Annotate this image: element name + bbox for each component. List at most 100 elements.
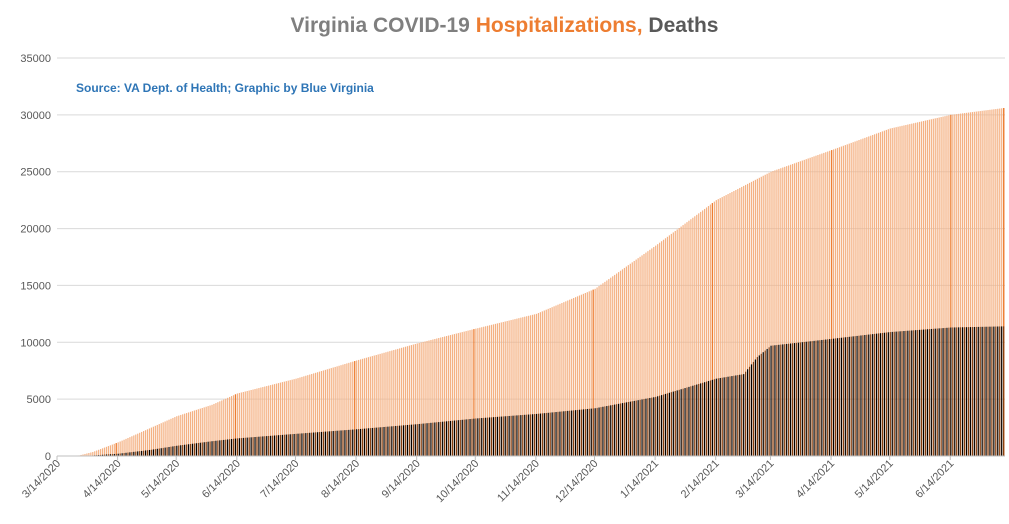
- deaths-bar: [817, 340, 819, 456]
- deaths-bar: [275, 435, 278, 456]
- deaths-bar: [455, 420, 457, 456]
- deaths-bar: [334, 430, 336, 456]
- deaths-bar: [135, 451, 137, 456]
- x-tick-label: 9/14/2020: [380, 458, 423, 501]
- deaths-bar: [571, 410, 573, 456]
- deaths-bar: [702, 382, 704, 456]
- hospitalizations-bar: [733, 191, 735, 456]
- hospitalizations-bar: [488, 325, 491, 456]
- hospitalizations-bar: [897, 126, 899, 457]
- hospitalizations-bar: [490, 324, 493, 456]
- hospitalizations-bar: [367, 357, 369, 456]
- hospitalizations-accent-bar: [1003, 108, 1005, 456]
- hospitalizations-bar: [393, 350, 395, 456]
- hospitalizations-bar: [748, 182, 751, 456]
- deaths-bar: [877, 333, 880, 456]
- deaths-bar: [883, 332, 886, 456]
- deaths-bar: [252, 437, 254, 456]
- hospitalizations-bar: [201, 407, 203, 456]
- hospitalizations-bar: [991, 109, 993, 457]
- deaths-bar: [268, 435, 270, 456]
- hospitalizations-bar: [641, 255, 643, 456]
- deaths-bar: [293, 433, 295, 456]
- hospitalizations-bar: [356, 360, 358, 456]
- hospitalizations-bar: [232, 395, 235, 456]
- deaths-bar: [426, 423, 428, 456]
- deaths-bar: [815, 340, 817, 456]
- deaths-bar: [797, 342, 800, 456]
- hospitalizations-bar: [246, 390, 248, 456]
- hospitalizations-bar: [537, 313, 540, 456]
- deaths-bar: [668, 392, 671, 456]
- hospitalizations-accent-bar: [473, 329, 475, 456]
- deaths-bar: [215, 440, 217, 456]
- deaths-bar: [416, 424, 418, 456]
- deaths-bar: [805, 341, 807, 456]
- y-tick-label: 20000: [20, 224, 51, 236]
- hospitalizations-bar: [289, 380, 291, 456]
- hospitalizations-bar: [864, 137, 866, 456]
- x-tick-label: 6/14/2020: [200, 458, 243, 501]
- deaths-bar: [199, 442, 201, 456]
- deaths-bar: [375, 427, 377, 456]
- hospitalizations-bar: [352, 361, 354, 456]
- deaths-bar: [381, 427, 383, 456]
- deaths-bar: [272, 435, 274, 456]
- hospitalizations-bar: [719, 198, 721, 457]
- deaths-bar: [557, 411, 559, 456]
- hospitalizations-bar: [168, 419, 170, 456]
- deaths-bar: [760, 353, 762, 456]
- hospitalizations-bar: [504, 321, 506, 456]
- hospitalizations-bar: [655, 245, 657, 456]
- deaths-bar: [203, 442, 205, 456]
- deaths-bar: [956, 327, 958, 456]
- deaths-bar: [393, 426, 395, 456]
- deaths-bar: [401, 425, 403, 456]
- hospitalizations-bar: [862, 138, 864, 456]
- hospitalizations-bar: [209, 405, 211, 456]
- deaths-bar: [905, 330, 907, 456]
- deaths-bar: [995, 326, 997, 456]
- deaths-bar: [178, 445, 180, 456]
- hospitalizations-bar: [872, 134, 874, 457]
- deaths-bar: [506, 416, 508, 456]
- hospitalizations-bar: [829, 150, 831, 456]
- deaths-bar: [520, 415, 522, 456]
- deaths-bar: [399, 425, 401, 456]
- deaths-bar: [524, 414, 526, 456]
- deaths-bar: [490, 417, 493, 456]
- deaths-bar: [383, 426, 385, 456]
- hospitalizations-bar: [404, 346, 407, 456]
- deaths-bar: [911, 330, 913, 456]
- hospitalizations-bar: [975, 111, 977, 456]
- deaths-bar: [338, 430, 340, 456]
- hospitalizations-bar: [901, 125, 903, 457]
- hospitalizations-bar: [485, 326, 487, 456]
- deaths-bar: [193, 443, 196, 456]
- hospitalizations-bar: [524, 316, 526, 456]
- deaths-bar: [868, 334, 870, 456]
- deaths-bar: [440, 421, 442, 456]
- deaths-bar: [197, 442, 199, 456]
- hospitalizations-bar: [995, 109, 997, 457]
- deaths-bar: [737, 375, 739, 456]
- deaths-bar: [328, 431, 330, 456]
- hospitalizations-bar: [846, 144, 848, 456]
- hospitalizations-bar: [926, 120, 929, 456]
- deaths-bar: [240, 438, 242, 456]
- hospitalizations-bar: [369, 356, 371, 456]
- hospitalizations-bar: [377, 354, 379, 456]
- deaths-bar: [451, 420, 454, 456]
- deaths-bar: [938, 328, 940, 456]
- hospitalizations-bar: [260, 387, 262, 456]
- x-tick-label: 11/14/2020: [495, 458, 542, 505]
- deaths-bar: [928, 329, 930, 456]
- deaths-bar: [731, 376, 733, 456]
- deaths-bar: [686, 387, 688, 456]
- hospitalizations-bar: [983, 110, 985, 456]
- deaths-bar: [291, 434, 293, 456]
- chart-title-lead: Virginia COVID-19: [290, 14, 470, 37]
- hospitalizations-bar: [401, 347, 403, 456]
- deaths-bar: [932, 328, 934, 456]
- hospitalizations-bar: [836, 147, 839, 456]
